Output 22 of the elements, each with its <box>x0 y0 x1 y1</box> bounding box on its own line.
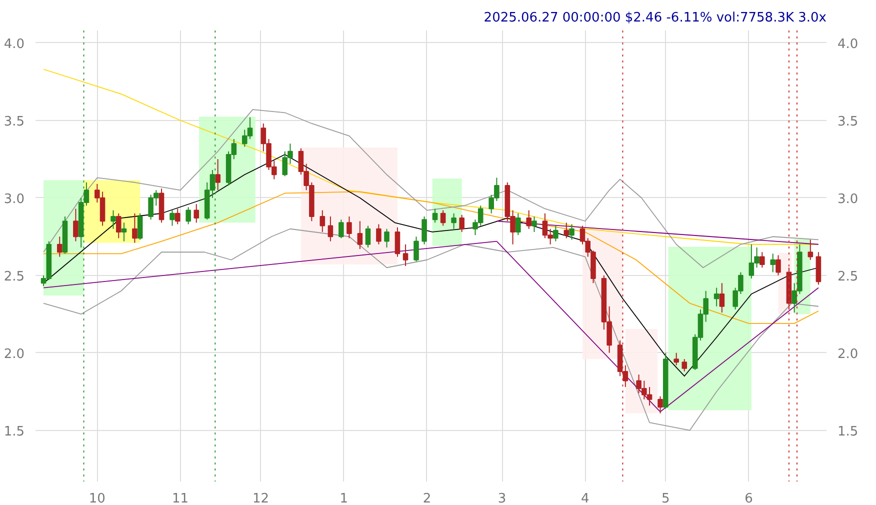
y-tick-label: 1.5 <box>4 424 25 440</box>
x-tick-label: 4 <box>581 492 590 505</box>
y-tick-label: 2.0 <box>4 346 25 362</box>
x-tick-label: 1 <box>340 492 348 505</box>
x-tick-label: 12 <box>252 492 270 505</box>
y-tick-label: 3.5 <box>4 114 25 130</box>
y2-tick-label: 2.0 <box>838 346 858 362</box>
x-tick-label: 10 <box>88 492 106 505</box>
x-tick-label: 2 <box>422 492 432 505</box>
y-tick-label: 2.5 <box>4 269 25 284</box>
x-tick-label: 11 <box>172 492 189 505</box>
y2-tick-label: 2.5 <box>838 269 858 284</box>
y2-tick-label: 3.5 <box>838 114 858 130</box>
x-tick-label: 5 <box>661 492 670 505</box>
y2-tick-label: 3.0 <box>838 192 858 207</box>
chart-title: 2025.06.27 00:00:00 $2.46 -6.11% vol:7758.3K 3.0x <box>484 10 827 26</box>
y2-tick-label: 4.0 <box>838 36 858 52</box>
y-tick-label: 3.0 <box>4 192 25 207</box>
y-tick-label: 4.0 <box>4 36 25 52</box>
y2-tick-label: 1.5 <box>838 424 858 440</box>
x-tick-label: 6 <box>744 492 753 505</box>
x-tick-label: 3 <box>498 492 506 505</box>
